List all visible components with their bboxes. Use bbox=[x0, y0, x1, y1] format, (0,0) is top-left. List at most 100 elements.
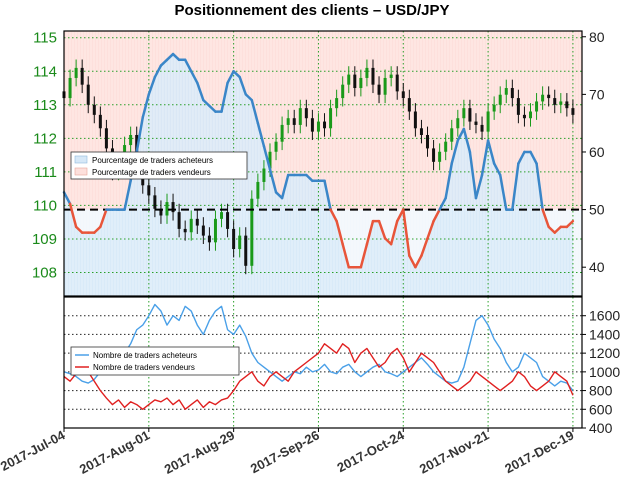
candle-body bbox=[256, 181, 260, 199]
percentage-line-segment bbox=[196, 81, 205, 102]
percentage-line-segment bbox=[232, 70, 241, 79]
percentage-line-segment bbox=[244, 93, 254, 102]
candle-body bbox=[298, 108, 302, 125]
right-axis-tick-label: 80 bbox=[589, 29, 605, 45]
percentage-line-segment bbox=[262, 144, 272, 171]
right-axis-tick-label: 70 bbox=[589, 86, 605, 102]
lower-right-tick-label: 1000 bbox=[589, 364, 620, 380]
candle-body bbox=[165, 202, 169, 216]
percentage-line-segment bbox=[93, 225, 102, 234]
percentage-line-segment bbox=[208, 104, 217, 113]
percentage-line-segment bbox=[183, 58, 193, 73]
candle-body bbox=[129, 134, 133, 146]
percentage-line-segment bbox=[408, 254, 417, 269]
candle-body bbox=[304, 108, 308, 119]
candle-body bbox=[371, 67, 375, 85]
buyers-count-line bbox=[63, 303, 574, 392]
x-axis-tick-label: 2017-Oct-24 bbox=[335, 427, 408, 475]
candle-body bbox=[353, 74, 357, 89]
percentage-line-segment bbox=[389, 219, 399, 246]
percentage-line-segment bbox=[450, 139, 460, 165]
percentage-line-segment bbox=[135, 116, 145, 154]
candle-body bbox=[426, 134, 430, 149]
candle-body bbox=[529, 111, 533, 119]
candle-body bbox=[480, 124, 484, 132]
x-axis-tick-label: 2017-Aug-29 bbox=[162, 427, 237, 477]
percentage-line-segment bbox=[432, 208, 441, 223]
lower-right-tick-label: 1400 bbox=[589, 326, 620, 342]
candle-body bbox=[226, 212, 230, 229]
percentage-line-segment bbox=[565, 219, 575, 229]
candle-body bbox=[232, 228, 236, 250]
lower-right-tick-label: 1200 bbox=[589, 345, 620, 361]
candle-body bbox=[432, 148, 436, 162]
percentage-line-segment bbox=[68, 202, 78, 229]
upper-legend: Pourcentage de traders acheteurs Pourcent… bbox=[70, 151, 248, 180]
percentage-line-segment bbox=[220, 81, 229, 113]
candle-body bbox=[104, 128, 108, 149]
percentage-line-segment bbox=[202, 98, 211, 108]
x-axis-tick-label: 2017-Dec-19 bbox=[502, 427, 576, 476]
percentage-line-segment bbox=[335, 219, 344, 246]
candle-body bbox=[444, 141, 448, 152]
legend-label-buyers: Pourcentage de traders acheteurs bbox=[92, 156, 213, 165]
percentage-line-segment bbox=[123, 179, 132, 211]
candle-body bbox=[504, 88, 508, 95]
candle-body bbox=[238, 235, 242, 250]
candle-body bbox=[159, 208, 163, 216]
lower-legend: Nombre de traders acheteurs Nombre de tra… bbox=[70, 346, 240, 376]
candle-body bbox=[377, 84, 381, 95]
candle-body bbox=[292, 118, 296, 125]
lower-legend-box bbox=[70, 346, 240, 376]
candle-body bbox=[389, 74, 393, 78]
percentage-line-segment bbox=[280, 173, 290, 200]
candle-body bbox=[177, 212, 181, 229]
candle-body bbox=[183, 228, 187, 233]
x-axis-tick-label: 2017-Jul-04 bbox=[0, 427, 68, 474]
legend-swatch-buyers bbox=[74, 155, 88, 164]
candle-body bbox=[541, 94, 545, 102]
x-axis-tick-label: 2017-Nov-21 bbox=[417, 427, 492, 476]
candle-body bbox=[98, 114, 102, 129]
percentage-line-segment bbox=[250, 98, 260, 125]
left-axis-tick-label: 111 bbox=[34, 164, 57, 181]
candle-body bbox=[147, 185, 151, 196]
percentage-line-segment bbox=[62, 191, 72, 206]
candle-body bbox=[280, 124, 284, 142]
left-axis-tick-label: 109 bbox=[32, 231, 57, 248]
percentage-line-segment bbox=[165, 52, 175, 62]
percentage-line-segment bbox=[486, 139, 496, 165]
candle-body bbox=[522, 114, 526, 119]
candle-body bbox=[474, 121, 478, 125]
candle-body bbox=[207, 235, 211, 243]
candle-body bbox=[510, 88, 514, 99]
candle-body bbox=[220, 212, 224, 219]
candle-body bbox=[213, 218, 217, 243]
candle-body bbox=[316, 121, 320, 132]
candle-body bbox=[450, 128, 454, 142]
percentage-line-segment bbox=[420, 237, 429, 257]
candle-body bbox=[486, 111, 490, 132]
right-axis-tick-label: 40 bbox=[589, 259, 605, 275]
candle-body bbox=[68, 77, 72, 99]
percentage-line-segment bbox=[171, 52, 181, 62]
candle-body bbox=[492, 104, 496, 112]
candle-body bbox=[335, 98, 339, 109]
percentage-line-segment bbox=[474, 173, 484, 200]
percentage-line-segment bbox=[74, 225, 84, 234]
percentage-line-segment bbox=[359, 242, 369, 269]
percentage-line-segment bbox=[238, 75, 248, 96]
percentage-line-segment bbox=[541, 208, 550, 229]
percentage-line-segment bbox=[498, 173, 508, 211]
candle-body bbox=[395, 74, 399, 92]
left-axis-tick-label: 114 bbox=[33, 63, 57, 80]
percentage-line-segment bbox=[517, 150, 526, 165]
legend-label-sellers-count: Nombre de traders vendeurs bbox=[93, 363, 195, 372]
percentage-line-segment bbox=[480, 139, 490, 177]
candle-body bbox=[456, 118, 460, 129]
lower-panel: 400 600 800 1000 1200 1400 1600 Nombre de trade… bbox=[63, 296, 620, 436]
candle-body bbox=[553, 98, 557, 105]
percentage-line-segment bbox=[468, 150, 478, 200]
left-axis-tick-label: 108 bbox=[32, 265, 57, 282]
